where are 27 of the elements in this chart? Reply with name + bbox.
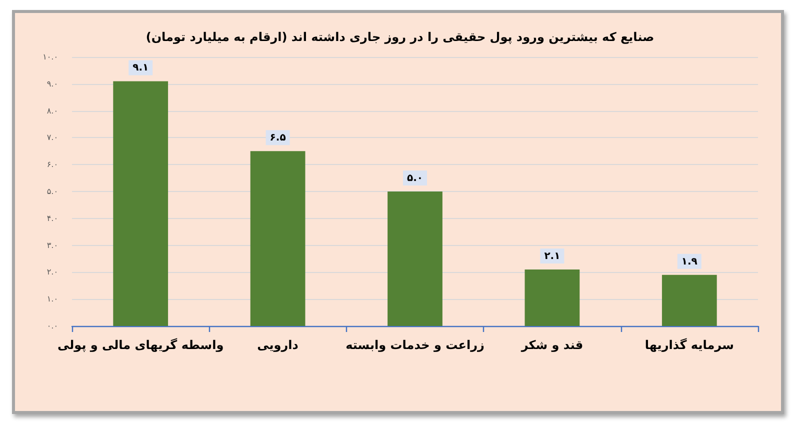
x-tick-label: سرمایه گذاریها: [644, 338, 734, 352]
bar: [250, 151, 306, 326]
y-tick-label: ۱۰.۰: [42, 52, 58, 62]
chart-title: صنایع که بیشترین ورود پول حقیقی را در روز جاری داشته اند (ارقام به میلیارد تومان): [146, 30, 654, 44]
y-tick-label: ۹.۰: [46, 79, 58, 88]
x-tick-label: واسطه گریهای مالی و پولی: [58, 338, 224, 352]
bar: [524, 270, 580, 326]
x-tick-label: زراعت و خدمات وابسته: [346, 338, 485, 352]
bar: [113, 81, 168, 326]
x-tick-label: قند و شکر: [520, 338, 584, 352]
data-label: ۵.۰: [406, 173, 424, 184]
data-label: ۶.۵: [270, 132, 286, 144]
bar: [662, 274, 717, 326]
y-tick-label: ۱.۰: [46, 294, 58, 304]
data-label: ۲.۱: [544, 251, 560, 262]
data-label: ۹.۱: [132, 62, 149, 74]
y-tick-label: ۸.۰: [46, 106, 58, 116]
x-tick-label: دارویی: [257, 338, 298, 352]
y-tick-label: ۴.۰: [46, 214, 58, 223]
y-tick-label: ۰.۰: [46, 322, 58, 330]
bar: [388, 192, 442, 326]
y-tick-label: ۷.۰: [46, 133, 58, 142]
y-tick-label: ۳.۰: [46, 240, 58, 250]
y-tick-label: ۲.۰: [46, 268, 58, 277]
data-label: ۱.۹: [681, 256, 698, 268]
y-tick-label: ۵.۰: [46, 187, 58, 196]
y-tick-label: ۶.۰: [46, 160, 58, 170]
